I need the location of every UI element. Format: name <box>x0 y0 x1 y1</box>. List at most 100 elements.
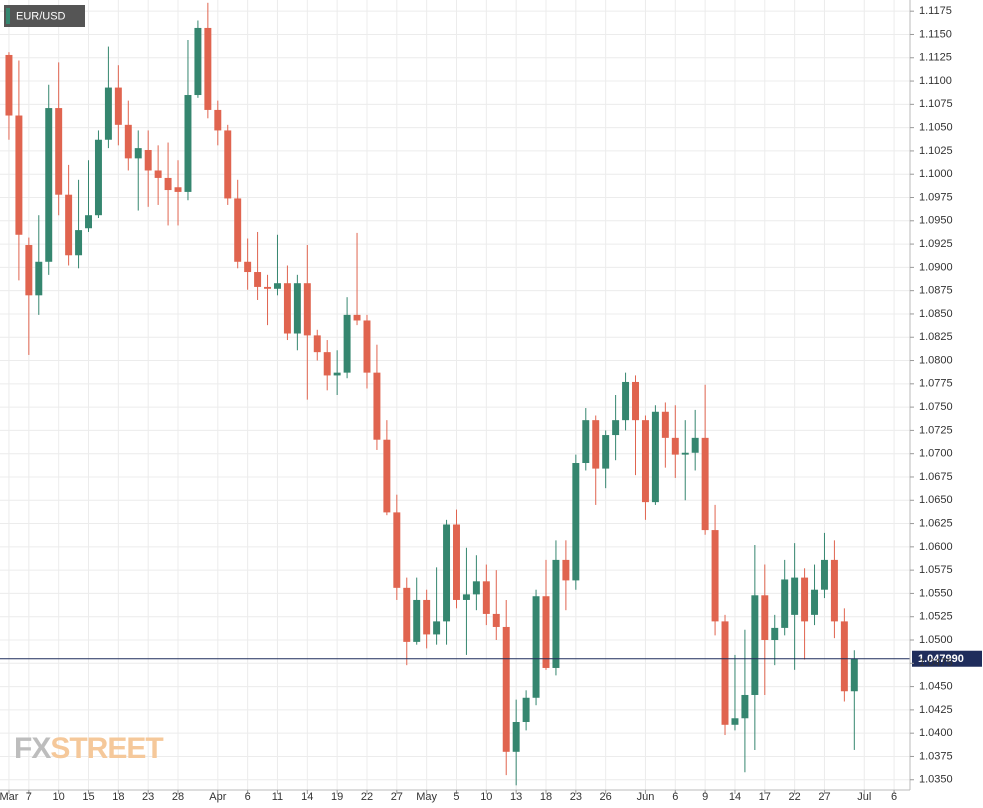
candle-body <box>363 320 371 373</box>
candle-body <box>164 177 172 191</box>
candle-body <box>184 95 192 192</box>
candle-body <box>114 87 122 125</box>
y-tick-label: 1.0900 <box>919 261 953 273</box>
candle-body <box>830 559 838 622</box>
candle-body <box>154 170 162 178</box>
x-tick-label: 23 <box>570 791 582 803</box>
candle-body <box>65 194 73 256</box>
x-tick-label: 11 <box>272 791 283 803</box>
candle-body <box>592 420 600 469</box>
y-tick-label: 1.0800 <box>919 354 953 366</box>
candle-body <box>75 230 83 256</box>
candle-body <box>751 595 759 695</box>
x-tick-label: 7 <box>26 791 32 803</box>
candle-body <box>343 314 351 373</box>
candle-body <box>552 559 560 668</box>
y-tick-label: 1.0425 <box>919 704 953 716</box>
x-tick-label: 6 <box>891 791 897 803</box>
y-tick-label: 1.0950 <box>919 215 953 227</box>
candle-body <box>214 109 222 131</box>
candle-body <box>472 581 480 595</box>
candle-body <box>433 621 441 635</box>
y-tick-label: 1.0675 <box>919 471 953 483</box>
candle-body <box>820 559 828 590</box>
x-tick-label: 9 <box>702 791 708 803</box>
y-tick-label: 1.0400 <box>919 727 953 739</box>
candle-body <box>45 108 53 262</box>
candle-body <box>641 420 649 503</box>
candle-body <box>532 596 540 698</box>
overlay: 1.047990 <box>0 650 982 667</box>
watermark-street: STREET <box>50 732 163 765</box>
x-tick-label: 26 <box>600 791 612 803</box>
x-tick-label: 27 <box>391 791 403 803</box>
candle-body <box>35 261 43 296</box>
x-tick-label: 22 <box>789 791 801 803</box>
candle-body <box>572 463 580 581</box>
x-tick-label: Apr <box>209 791 226 803</box>
candle-body <box>204 27 212 110</box>
y-tick-label: 1.1050 <box>919 122 953 134</box>
x-tick-label: 5 <box>453 791 459 803</box>
candle-body <box>5 54 13 116</box>
candle-body <box>224 130 232 199</box>
candle-body <box>791 577 799 615</box>
candle-body <box>383 439 391 513</box>
y-tick-label: 1.0475 <box>919 657 953 669</box>
candle-body <box>612 420 620 436</box>
candle-body <box>811 589 819 615</box>
candle-body <box>283 283 291 334</box>
y-tick-label: 1.0650 <box>919 494 953 506</box>
candle-body <box>323 352 331 376</box>
y-tick-label: 1.1025 <box>919 145 953 157</box>
candle-body <box>781 579 789 628</box>
y-tick-label: 1.1125 <box>919 52 952 64</box>
y-tick-label: 1.0825 <box>919 331 953 343</box>
y-tick-label: 1.0375 <box>919 750 953 762</box>
candle-body <box>254 272 262 287</box>
candle-body <box>761 595 769 641</box>
last-price-label: 1.047990 <box>918 653 964 665</box>
candles <box>5 2 858 786</box>
x-tick-label: 17 <box>759 791 771 803</box>
candle-body <box>622 381 630 421</box>
y-tick-label: 1.0625 <box>919 517 953 529</box>
x-tick-label: 13 <box>510 791 522 803</box>
y-tick-label: 1.0925 <box>919 238 953 250</box>
candle-body <box>850 658 858 692</box>
candle-body <box>413 599 421 642</box>
candle-body <box>373 372 381 440</box>
candle-body <box>393 512 401 588</box>
candle-body <box>244 261 252 273</box>
candle-body <box>293 283 301 334</box>
y-tick-label: 1.1075 <box>919 98 953 110</box>
x-tick-label: 6 <box>245 791 251 803</box>
legend-box <box>4 5 85 27</box>
candle-body <box>273 283 281 289</box>
y-tick-label: 1.0350 <box>919 774 953 786</box>
x-tick-label: Mar <box>0 791 19 803</box>
candle-body <box>502 626 510 752</box>
x-tick-label: 27 <box>818 791 830 803</box>
candle-body <box>85 215 92 229</box>
x-tick-label: 14 <box>301 791 313 803</box>
last-price-box <box>912 650 982 667</box>
candle-body <box>453 524 460 600</box>
candle-body <box>104 87 112 140</box>
candle-body <box>731 718 739 725</box>
candle-body <box>711 530 719 622</box>
candle-body <box>423 599 431 635</box>
y-tick-label: 1.0850 <box>919 308 953 320</box>
candle-body <box>681 452 689 455</box>
y-tick-label: 1.1000 <box>919 168 953 180</box>
x-tick-label: 23 <box>142 791 154 803</box>
candle-body <box>741 694 749 719</box>
x-tick-label: 22 <box>361 791 373 803</box>
candle-body <box>462 594 470 600</box>
y-tick-label: 1.1175 <box>919 5 952 17</box>
candle-body <box>632 381 639 421</box>
candle-body <box>691 437 699 453</box>
candle-body <box>721 621 729 725</box>
